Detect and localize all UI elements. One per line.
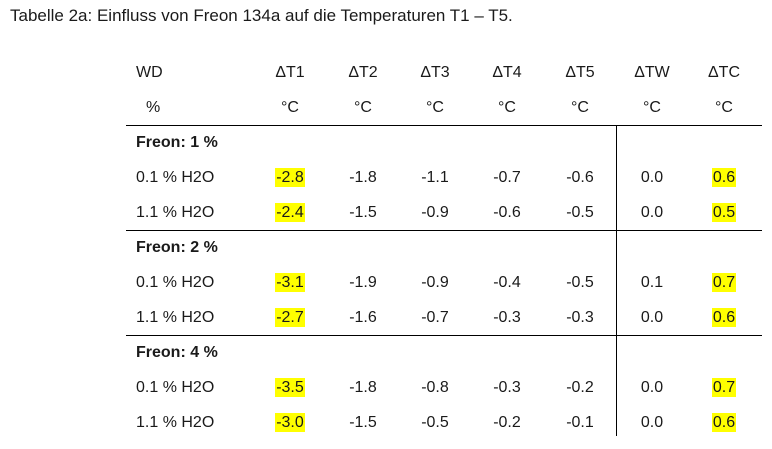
group-rule: [126, 335, 762, 336]
dtc-value-highlighted: 0.7: [711, 378, 737, 397]
dt4-value: -0.2: [493, 414, 521, 431]
group-label-row: Freon: 2 %: [126, 230, 762, 265]
dt3-value: -0.5: [421, 414, 449, 431]
dt5-value: -0.5: [566, 204, 594, 221]
dt1-value-highlighted: -2.8: [275, 168, 305, 187]
header-dtw: ΔTW: [634, 64, 670, 81]
dtw-value: 0.1: [640, 274, 664, 291]
header-units-row: % °C °C °C °C °C °C °C: [126, 90, 762, 125]
group-label: Freon: 1 %: [136, 134, 218, 151]
dt3-value: -0.8: [421, 379, 449, 396]
dt2-value: -1.5: [349, 204, 377, 221]
dt3-value: -1.1: [421, 169, 449, 186]
header-dt4: ΔT4: [492, 64, 522, 81]
dt2-value: -1.6: [349, 309, 377, 326]
row-wd: 1.1 % H2O: [136, 309, 215, 326]
dt1-value-highlighted: -3.1: [275, 273, 305, 292]
table-row: 0.1 % H2O -2.8 -1.8 -1.1 -0.7 -0.6 0.0 0…: [126, 160, 762, 195]
table-row: 1.1 % H2O -3.0 -1.5 -0.5 -0.2 -0.1 0.0 0…: [126, 405, 762, 440]
dtc-value-highlighted: 0.6: [711, 308, 737, 327]
column-divider: [616, 126, 617, 436]
dt4-value: -0.4: [493, 274, 521, 291]
unit-dtw: °C: [643, 99, 661, 116]
header-dtc: ΔTC: [707, 64, 740, 81]
dtw-value: 0.0: [640, 414, 664, 431]
dt4-value: -0.7: [493, 169, 521, 186]
dt4-value: -0.3: [493, 379, 521, 396]
group-label: Freon: 4 %: [136, 344, 218, 361]
dtc-value-highlighted: 0.7: [711, 273, 737, 292]
row-wd: 1.1 % H2O: [136, 204, 215, 221]
dt2-value: -1.5: [349, 414, 377, 431]
dt5-value: -0.3: [566, 309, 594, 326]
row-wd: 0.1 % H2O: [136, 169, 215, 186]
table-caption: Tabelle 2a: Einfluss von Freon 134a auf …: [10, 6, 513, 25]
group-label-row: Freon: 4 %: [126, 335, 762, 370]
dt1-value-highlighted: -3.0: [275, 413, 305, 432]
dt1-value-highlighted: -2.4: [275, 203, 305, 222]
row-wd: 0.1 % H2O: [136, 274, 215, 291]
header-names-row: WD ΔT1 ΔT2 ΔT3 ΔT4 ΔT5 ΔTW ΔTC: [126, 55, 762, 90]
header-dt5: ΔT5: [565, 64, 595, 81]
dt3-value: -0.9: [421, 204, 449, 221]
row-wd: 0.1 % H2O: [136, 379, 215, 396]
header-dt1: ΔT1: [275, 64, 305, 81]
dt5-value: -0.1: [566, 414, 594, 431]
unit-dt4: °C: [498, 99, 516, 116]
group-rule: [126, 230, 762, 231]
dt4-value: -0.3: [493, 309, 521, 326]
dt2-value: -1.9: [349, 274, 377, 291]
dt2-value: -1.8: [349, 169, 377, 186]
dtc-value-highlighted: 0.6: [711, 168, 737, 187]
header-rule: [126, 125, 762, 126]
unit-dt3: °C: [426, 99, 444, 116]
header-dt2: ΔT2: [348, 64, 378, 81]
unit-dt1: °C: [281, 99, 299, 116]
dtc-value-highlighted: 0.5: [711, 203, 737, 222]
unit-dt5: °C: [571, 99, 589, 116]
header-wd: WD: [136, 64, 163, 81]
dt3-value: -0.7: [421, 309, 449, 326]
unit-dt2: °C: [354, 99, 372, 116]
unit-wd: %: [146, 99, 161, 116]
group-label: Freon: 2 %: [136, 239, 218, 256]
row-wd: 1.1 % H2O: [136, 414, 215, 431]
table-row: 1.1 % H2O -2.4 -1.5 -0.9 -0.6 -0.5 0.0 0…: [126, 195, 762, 230]
dt5-value: -0.6: [566, 169, 594, 186]
dtw-value: 0.0: [640, 169, 664, 186]
dt1-value-highlighted: -3.5: [275, 378, 305, 397]
dt1-value-highlighted: -2.7: [275, 308, 305, 327]
unit-dtc: °C: [715, 99, 733, 116]
dtw-value: 0.0: [640, 379, 664, 396]
dtw-value: 0.0: [640, 204, 664, 221]
table-row: 1.1 % H2O -2.7 -1.6 -0.7 -0.3 -0.3 0.0 0…: [126, 300, 762, 335]
table-row: 0.1 % H2O -3.1 -1.9 -0.9 -0.4 -0.5 0.1 0…: [126, 265, 762, 300]
dt5-value: -0.5: [566, 274, 594, 291]
dt2-value: -1.8: [349, 379, 377, 396]
table-row: 0.1 % H2O -3.5 -1.8 -0.8 -0.3 -0.2 0.0 0…: [126, 370, 762, 405]
dtw-value: 0.0: [640, 309, 664, 326]
dt4-value: -0.6: [493, 204, 521, 221]
group-label-row: Freon: 1 %: [126, 125, 762, 160]
data-table: WD ΔT1 ΔT2 ΔT3 ΔT4 ΔT5 ΔTW ΔTC % °C °C °…: [126, 55, 762, 440]
dt5-value: -0.2: [566, 379, 594, 396]
dt3-value: -0.9: [421, 274, 449, 291]
dtc-value-highlighted: 0.6: [711, 413, 737, 432]
header-dt3: ΔT3: [420, 64, 450, 81]
